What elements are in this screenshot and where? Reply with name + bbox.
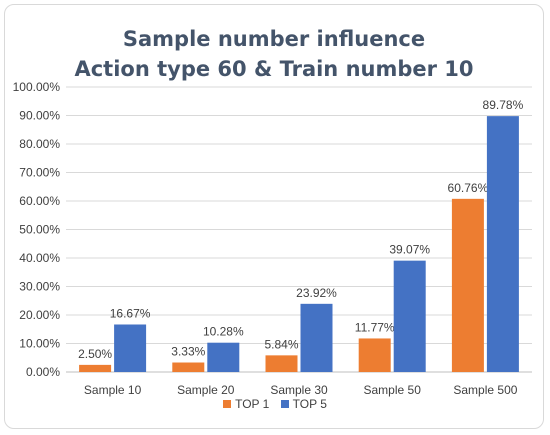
- data-label: 16.67%: [110, 306, 151, 320]
- data-label: 23.92%: [296, 286, 337, 300]
- bar: [172, 362, 205, 372]
- y-tick-label: 80.00%: [19, 137, 60, 151]
- data-label: 10.28%: [203, 325, 244, 339]
- y-tick-label: 70.00%: [19, 166, 60, 180]
- y-tick-label: 90.00%: [19, 109, 60, 123]
- legend-item-top1: TOP 1: [223, 397, 269, 411]
- legend: TOP 1 TOP 5: [0, 397, 550, 411]
- bar: [486, 116, 519, 372]
- y-tick-label: 40.00%: [19, 251, 60, 265]
- x-tick-label: Sample 30: [270, 383, 328, 397]
- chart-title: Sample number influence: [122, 27, 426, 51]
- y-tick-label: 50.00%: [19, 223, 60, 237]
- data-label: 3.33%: [171, 345, 205, 359]
- x-tick-label: Sample 20: [177, 383, 235, 397]
- y-tick-label: 30.00%: [19, 280, 60, 294]
- data-label: 5.84%: [264, 337, 298, 351]
- legend-label-top1: TOP 1: [235, 397, 270, 411]
- bar: [207, 342, 240, 372]
- bar: [358, 338, 391, 372]
- data-label: 39.07%: [389, 243, 430, 257]
- data-label: 2.50%: [78, 347, 112, 361]
- x-tick-label: Sample 500: [453, 383, 517, 397]
- legend-swatch-top5: [280, 400, 289, 408]
- bar: [451, 198, 484, 372]
- legend-item-top5: TOP 5: [280, 397, 327, 411]
- bar: [300, 303, 333, 372]
- y-tick-label: 100.00%: [13, 80, 61, 94]
- data-label: 89.78%: [483, 98, 524, 112]
- y-tick-label: 0.00%: [26, 365, 60, 379]
- chart-subtitle: Action type 60 & Train number 10: [74, 57, 474, 81]
- legend-swatch-top1: [223, 400, 232, 408]
- x-tick-label: Sample 10: [84, 383, 142, 397]
- bar: [393, 260, 426, 372]
- y-tick-label: 10.00%: [19, 337, 60, 351]
- data-label: 60.76%: [448, 181, 489, 195]
- data-label: 11.77%: [355, 320, 395, 334]
- y-tick-label: 60.00%: [19, 194, 60, 208]
- legend-label-top5: TOP 5: [292, 397, 327, 411]
- y-tick-label: 20.00%: [19, 308, 60, 322]
- bar: [114, 324, 147, 372]
- bar: [79, 364, 112, 372]
- x-tick-label: Sample 50: [364, 383, 422, 397]
- bar: [265, 355, 298, 372]
